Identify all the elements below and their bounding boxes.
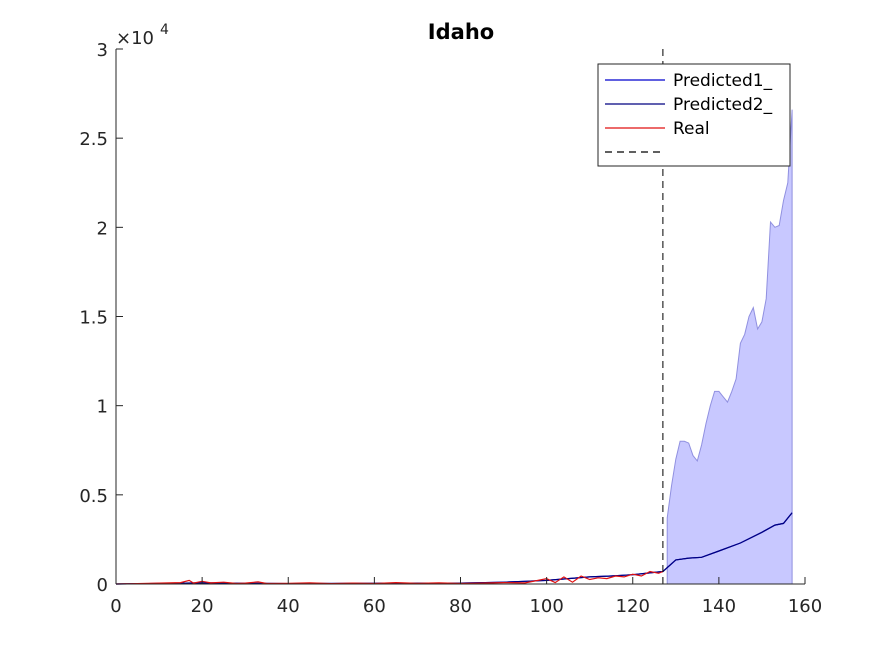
x-tick-label: 120 <box>616 596 650 617</box>
x-tick-label: 140 <box>702 596 736 617</box>
legend-label-1: Predicted1_ <box>673 71 773 91</box>
y-tick-label: 3 <box>97 40 108 61</box>
y-tick-label: 2.5 <box>79 129 108 150</box>
y-tick-label: 2 <box>97 218 108 239</box>
y-exponent-label: ×10 4 <box>116 22 169 49</box>
x-tick-label: 20 <box>191 596 214 617</box>
y-exponent-base: ×10 <box>116 28 154 49</box>
axes: 0 20 40 60 80 100 120 140 160 0 0.5 1 1.5 2 2.5 3 <box>79 40 822 617</box>
y-tick-label: 1.5 <box>79 308 108 329</box>
y-tick-label: 1 <box>97 397 108 418</box>
x-tick-label: 80 <box>449 596 472 617</box>
x-tick-label: 160 <box>788 596 822 617</box>
x-tick-label: 100 <box>529 596 563 617</box>
x-tick-label: 0 <box>110 596 121 617</box>
series-line-3 <box>115 570 664 585</box>
y-tick-label: 0.5 <box>79 486 108 507</box>
x-tick-label: 60 <box>363 596 386 617</box>
legend-label-2: Predicted2_ <box>673 95 773 115</box>
y-tick-label: 0 <box>97 575 108 596</box>
legend-label-3: Real <box>673 119 710 139</box>
legend-box <box>597 63 791 167</box>
x-tick-label: 40 <box>277 596 300 617</box>
chart-title: Idaho <box>428 20 494 44</box>
y-exponent-power: 4 <box>160 22 169 38</box>
legend: Predicted1_ Predicted2_ Real <box>597 63 791 167</box>
